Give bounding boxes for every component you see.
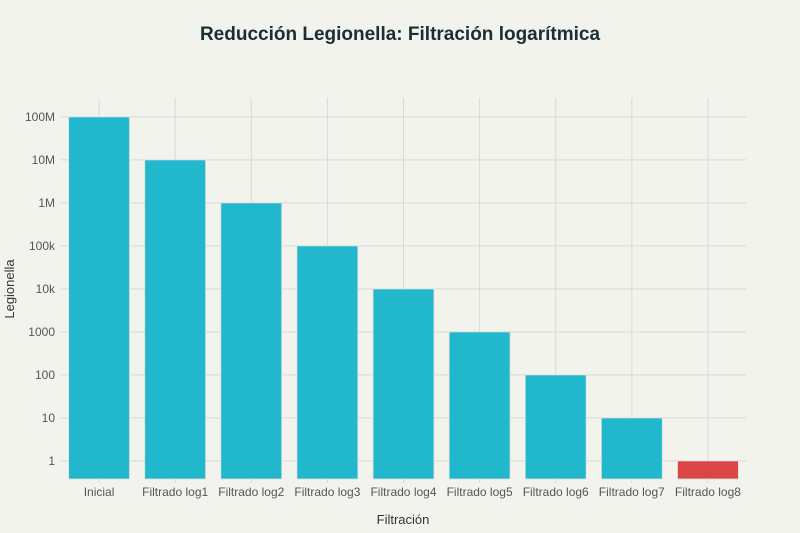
- x-tick-label: Filtrado log8: [675, 485, 741, 499]
- bar: [372, 288, 435, 480]
- bar: [677, 460, 739, 480]
- x-tick-label: Filtrado log5: [447, 485, 513, 499]
- chart-title: Reducción Legionella: Filtración logarít…: [200, 24, 601, 45]
- bar: [524, 374, 587, 480]
- bar: [296, 245, 359, 480]
- y-tick-label: 100k: [29, 239, 56, 253]
- bar: [600, 417, 663, 480]
- y-tick-label: 1000: [28, 325, 55, 339]
- x-tick-label: Filtrado log7: [599, 485, 665, 499]
- y-tick-label: 100: [35, 368, 55, 382]
- y-tick-label: 1: [48, 454, 55, 468]
- y-tick-label: 1M: [38, 196, 55, 210]
- y-tick-label: 10k: [36, 282, 56, 296]
- y-axis-label: Legionella: [2, 259, 17, 319]
- y-tick-label: 10: [42, 411, 56, 425]
- bar: [448, 331, 511, 480]
- x-tick-label: Inicial: [84, 485, 115, 499]
- x-tick-label: Filtrado log6: [523, 485, 589, 499]
- x-tick-label: Filtrado log1: [142, 485, 208, 499]
- x-tick-label: Filtrado log4: [370, 485, 436, 499]
- bar: [68, 116, 130, 480]
- x-axis-label: Filtración: [377, 512, 430, 527]
- y-tick-label: 10M: [32, 153, 55, 167]
- bar: [220, 202, 283, 480]
- bar: [144, 159, 207, 480]
- x-tick-label: Filtrado log2: [218, 485, 284, 499]
- y-tick-label: 100M: [25, 110, 55, 124]
- x-tick-label: Filtrado log3: [294, 485, 360, 499]
